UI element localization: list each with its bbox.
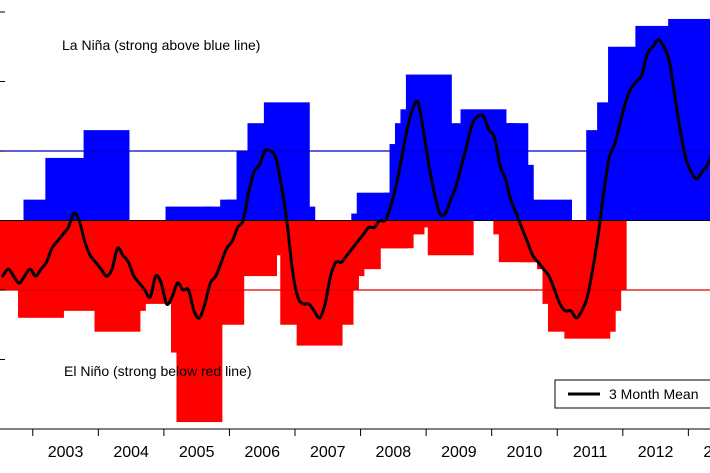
x-tick-label: 2003 xyxy=(48,444,84,461)
x-tick-label: 2004 xyxy=(113,444,149,461)
monthly-bar xyxy=(580,220,627,290)
x-tick-label: 2006 xyxy=(244,444,280,461)
monthly-bar xyxy=(378,220,425,235)
monthly-bar xyxy=(263,102,310,221)
x-tick-label: 2010 xyxy=(507,444,543,461)
three-month-mean-line xyxy=(1,38,710,320)
x-tick-label: 2008 xyxy=(376,444,412,461)
el-nino-annotation: El Niño (strong below red line) xyxy=(64,363,252,379)
x-tick-label: 2009 xyxy=(441,444,477,461)
legend: 3 Month Mean xyxy=(554,379,710,409)
legend-label: 3 Month Mean xyxy=(609,386,699,402)
monthly-bar xyxy=(165,206,212,221)
x-tick-label: 2005 xyxy=(179,444,215,461)
monthly-bar xyxy=(706,213,710,221)
monthly-bar xyxy=(269,206,316,221)
monthly-bar xyxy=(83,130,130,221)
x-axis-ticks: 2003 2004 2005 2006 2007 2008 2009 2010 2011 2012… xyxy=(32,429,710,461)
x-tick-label: 2012 xyxy=(638,444,674,461)
x-tick-label: 2013 xyxy=(703,444,710,461)
x-tick-label: 2011 xyxy=(573,444,608,461)
x-tick-label: 2007 xyxy=(310,444,346,461)
y-axis-ticks xyxy=(0,11,5,430)
la-nina-annotation: La Niña (strong above blue line) xyxy=(62,37,260,53)
monthly-bar xyxy=(526,199,572,221)
monthly-bar xyxy=(427,220,474,256)
